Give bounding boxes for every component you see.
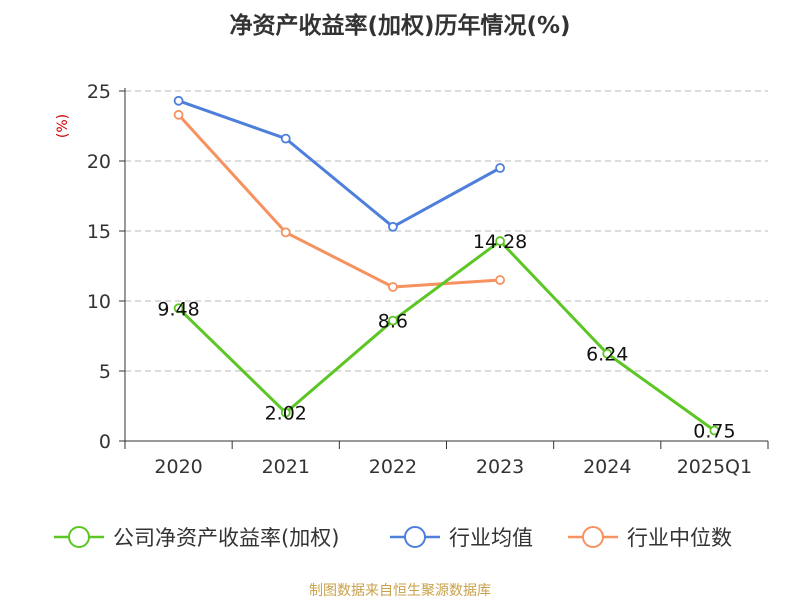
data-point[interactable] (602, 348, 613, 359)
data-point[interactable] (495, 163, 505, 173)
data-label: 9.48 (157, 298, 199, 320)
data-point[interactable] (709, 425, 720, 436)
legend-item[interactable]: 行业中位数 (568, 526, 732, 550)
data-label: 2.02 (265, 403, 307, 425)
data-label: 14.28 (473, 231, 527, 253)
legend[interactable]: 公司净资产收益率(加权) 行业均值 行业中位数 (54, 526, 732, 550)
data-point[interactable] (280, 133, 291, 144)
chart-title: 净资产收益率(加权)历年情况(%) (229, 12, 570, 39)
series-line (177, 239, 716, 432)
data-point[interactable] (388, 315, 398, 326)
y-tick-label: 0 (99, 431, 111, 453)
series-line (178, 99, 501, 229)
data-point[interactable] (495, 275, 505, 285)
y-tick-label: 10 (87, 291, 111, 313)
y-tick-label: 25 (87, 81, 111, 103)
data-point[interactable] (280, 227, 291, 238)
data-point[interactable] (495, 236, 505, 246)
x-tick-label: 2022 (369, 456, 417, 478)
data-point[interactable] (173, 109, 184, 120)
legend-marker-icon (68, 526, 90, 548)
data-label: 0.75 (693, 421, 735, 443)
legend-marker-icon (582, 526, 604, 548)
legend-item[interactable]: 公司净资产收益率(加权) (54, 526, 339, 550)
x-tick-label: 2025Q1 (677, 456, 752, 478)
gridlines (125, 90, 768, 372)
x-tick-label: 2020 (154, 456, 202, 478)
y-tick-label: 5 (99, 361, 111, 383)
x-tick-label: 2023 (476, 456, 524, 478)
data-point[interactable] (280, 407, 291, 418)
y-tick-label: 20 (87, 151, 111, 173)
x-tick-label: 2024 (583, 456, 631, 478)
data-point[interactable] (173, 95, 184, 106)
y-axis-label: (%) (55, 114, 71, 138)
data-label: 8.6 (378, 311, 408, 333)
legend-marker-icon (404, 526, 426, 548)
data-label: 6.24 (586, 344, 628, 366)
legend-label: 公司净资产收益率(加权) (113, 526, 339, 550)
data-labels: 9.48 2.02 8.6 14.28 6.24 0.75 (157, 231, 735, 442)
series-line (177, 113, 501, 289)
legend-item[interactable]: 行业均值 (390, 526, 533, 550)
legend-label: 行业均值 (449, 526, 533, 550)
data-point[interactable] (388, 221, 398, 232)
axes: 0 5 10 15 20 25 2020 2021 2022 2023 2024 2025Q1 (87, 81, 769, 478)
data-point[interactable] (173, 303, 184, 314)
source-note: 制图数据来自恒生聚源数据库 (309, 583, 491, 599)
data-point[interactable] (388, 282, 398, 292)
x-tick-label: 2021 (262, 456, 310, 478)
legend-label: 行业中位数 (627, 526, 732, 550)
series-group (173, 95, 720, 436)
y-tick-label: 15 (87, 221, 111, 243)
